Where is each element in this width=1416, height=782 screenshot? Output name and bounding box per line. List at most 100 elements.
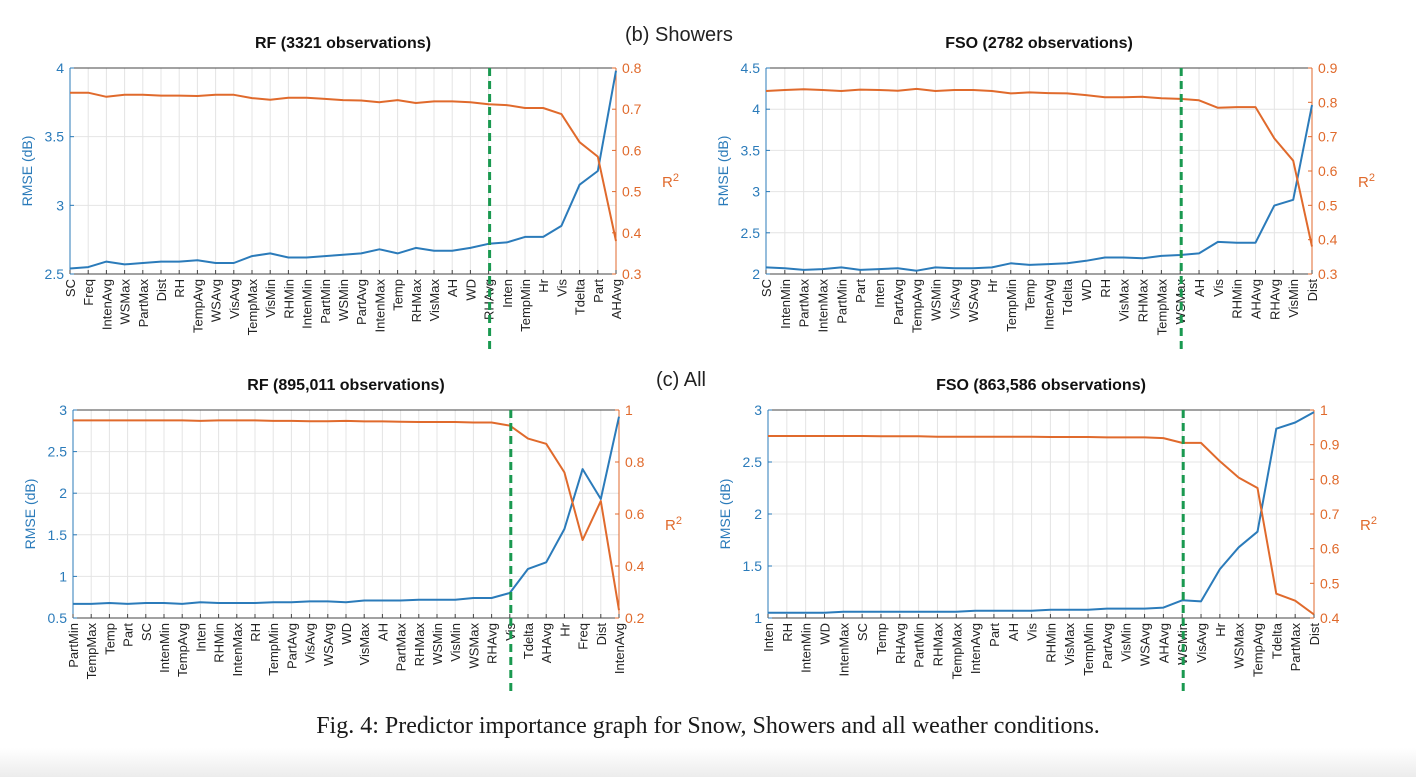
x-tick-label: WD (817, 623, 832, 645)
chart-panel-2: SC IntenMin PartMax IntenMax PartMin Part Inte… (715, 35, 1375, 349)
y-left-tick-label: 3.5 (741, 142, 761, 158)
x-tick-label: Freq (576, 623, 591, 650)
y-right-tick-label: 0.6 (1320, 541, 1340, 557)
x-tick-label: Hr (1213, 622, 1228, 636)
x-tick-label: IntenMax (815, 279, 830, 333)
chart-title: FSO (2782 observations) (945, 35, 1133, 52)
y-right-axis-label: R2 (662, 172, 679, 191)
y-right-tick-label: 0.9 (1320, 437, 1340, 453)
x-tick-label: PartMin (834, 279, 849, 324)
x-tick-label: WSMin (430, 623, 445, 665)
x-tick-label: TempMin (1004, 279, 1019, 332)
x-tick-label: Part (121, 623, 136, 647)
x-tick-label: AH (1006, 623, 1021, 641)
x-tick-label: Temp (1023, 279, 1038, 311)
x-tick-label: Dist (154, 279, 169, 302)
x-tick-label: Tdelta (521, 622, 536, 659)
y-right-tick-label: 0.6 (622, 142, 642, 158)
x-tick-label: VisAvg (227, 279, 242, 319)
x-tick-label: AH (375, 623, 390, 641)
y-left-tick-label: 2.5 (48, 444, 68, 460)
x-tick-label: WSMin (928, 279, 943, 321)
x-tick-label: IntenAvg (612, 623, 627, 674)
x-tick-label: AH (445, 279, 460, 297)
x-tick-label: Part (853, 279, 868, 303)
y-right-tick-label: 0.4 (1318, 232, 1338, 248)
x-tick-label: RH (172, 279, 187, 298)
x-tick-label: WSMax (466, 623, 481, 669)
y-right-axis-label: R2 (1360, 515, 1377, 534)
x-tick-label: RHMin (281, 279, 296, 319)
y-left-tick-label: 2.5 (741, 225, 761, 241)
x-tick-label: Vis (1025, 623, 1040, 641)
x-tick-label: PartMin (912, 623, 927, 668)
rmse-series-line (69, 70, 617, 270)
y-left-tick-label: 2.5 (45, 266, 65, 282)
y-left-tick-label: 2 (752, 266, 760, 282)
x-tick-label: PartAvg (354, 279, 369, 325)
x-tick-label: Vis (1211, 279, 1226, 297)
x-tick-label: Hr (536, 278, 551, 292)
y-right-tick-label: 0.8 (622, 60, 642, 76)
y-right-tick-label: 0.7 (1318, 129, 1338, 145)
section-label-showers: (b) Showers (625, 24, 733, 46)
x-tick-label: RHMax (409, 279, 424, 323)
x-tick-label: VisMin (1286, 279, 1301, 318)
x-tick-label: SC (139, 623, 154, 641)
y-right-tick-label: 0.6 (625, 506, 645, 522)
y-right-axis-label: R2 (665, 515, 682, 534)
x-tick-label: Dist (594, 623, 609, 646)
x-tick-label: Inten (872, 279, 887, 308)
y-right-tick-label: 1 (625, 402, 633, 418)
x-tick-label: WSAvg (321, 623, 336, 666)
x-tick-label: TempMin (1081, 623, 1096, 676)
x-tick-label: WSMax (118, 279, 133, 325)
y-left-tick-label: 2 (59, 485, 67, 501)
x-tick-label: Tdelta (573, 278, 588, 315)
y-right-tick-label: 0.7 (622, 101, 642, 117)
x-tick-label: Temp (102, 623, 117, 655)
x-tick-label: PartAvg (284, 623, 299, 669)
x-tick-label: RH (1098, 279, 1113, 298)
x-tick-label: SC (759, 279, 774, 297)
x-tick-label: PartMax (394, 623, 409, 672)
y-left-tick-label: 1 (754, 610, 762, 626)
x-tick-label: TempMax (84, 623, 99, 680)
chart-title: RF (3321 observations) (255, 35, 431, 52)
x-tick-label: Dist (1305, 279, 1320, 302)
x-tick-label: IntenMax (372, 279, 387, 333)
x-tick-label: RHMax (1136, 279, 1151, 323)
x-tick-label: Freq (81, 279, 96, 306)
x-tick-label: RHMin (1230, 279, 1245, 319)
y-left-tick-label: 4 (752, 101, 760, 117)
y-left-tick-label: 1 (59, 568, 67, 584)
section-label-all: (c) All (656, 369, 706, 391)
y-left-tick-label: 4.5 (741, 60, 761, 76)
y-left-tick-label: 2.5 (743, 454, 763, 470)
chart-title: FSO (863,586 observations) (936, 377, 1146, 394)
x-tick-label: PartMax (1288, 623, 1303, 672)
y-right-tick-label: 0.5 (1320, 575, 1340, 591)
x-tick-label: RH (780, 623, 795, 642)
y-left-axis-label: RMSE (dB) (717, 479, 733, 550)
x-tick-label: Inten (193, 623, 208, 652)
x-tick-label: TempMax (1154, 279, 1169, 336)
x-tick-label: Tdelta (1269, 622, 1284, 659)
x-tick-label: VisMin (448, 623, 463, 662)
x-tick-label: TempAvg (910, 279, 925, 333)
x-tick-label: IntenMax (836, 623, 851, 677)
figure-caption: Fig. 4: Predictor importance graph for S… (316, 713, 1100, 739)
x-tick-label: IntenMin (799, 623, 814, 673)
chart-title: RF (895,011 observations) (247, 377, 444, 394)
x-tick-label: SC (855, 623, 870, 641)
x-tick-label: VisMax (357, 623, 372, 666)
x-tick-label: WSMin (1175, 623, 1190, 665)
x-tick-label: RH (248, 623, 263, 642)
y-left-tick-label: 0.5 (48, 610, 68, 626)
chart-panel-3: PartMin TempMax Temp Part SC IntenMin TempAvg I… (22, 377, 682, 693)
x-tick-label: WD (1079, 279, 1094, 301)
y-right-tick-label: 0.5 (1318, 197, 1338, 213)
x-tick-label: IntenMax (230, 623, 245, 677)
